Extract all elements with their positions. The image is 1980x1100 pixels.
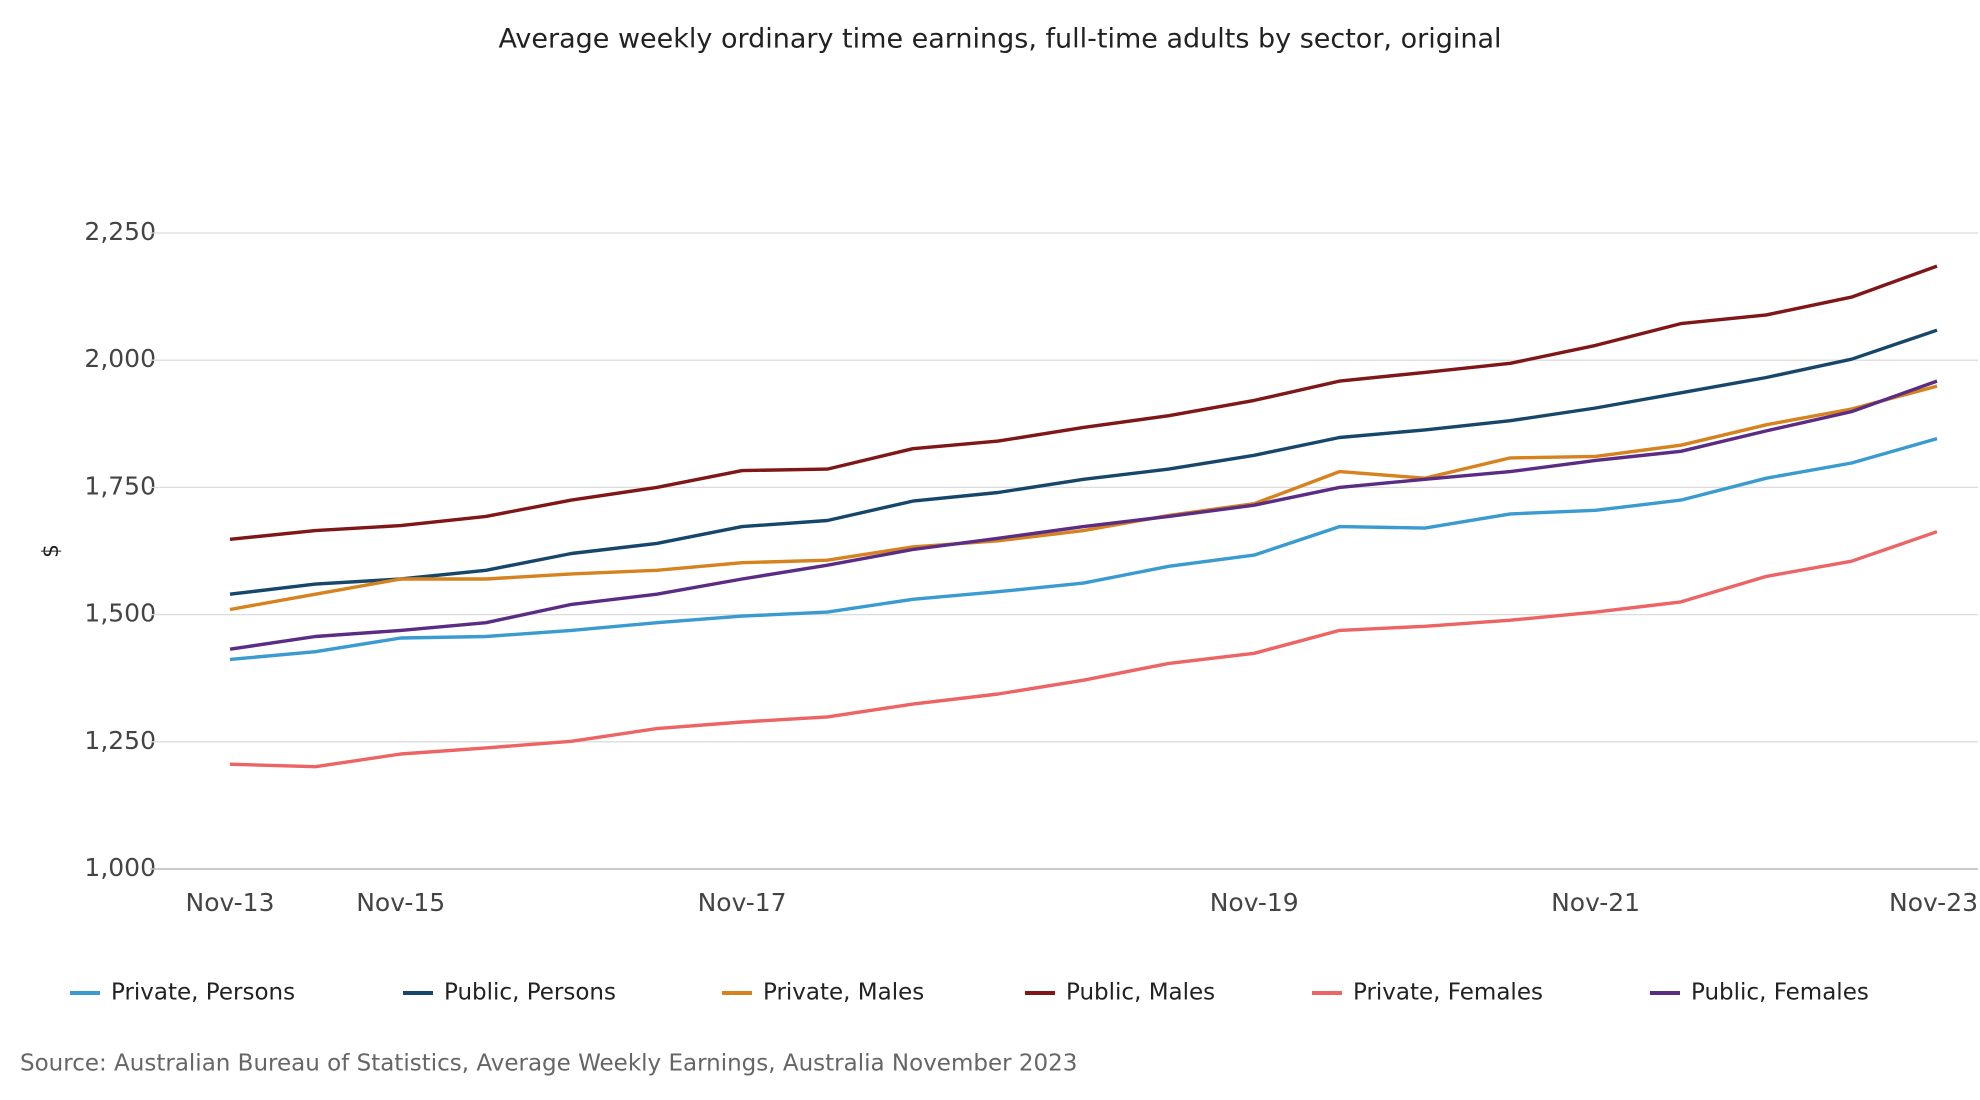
- x-tick-label: Nov-21: [1551, 888, 1640, 917]
- x-tick-label: Nov-17: [698, 888, 787, 917]
- legend-label: Private, Females: [1353, 980, 1543, 1006]
- legend-label: Public, Persons: [444, 980, 616, 1006]
- y-axis-label: $: [39, 544, 64, 558]
- y-tick-label: 2,250: [84, 217, 156, 246]
- x-tick-label: Nov-13: [186, 888, 275, 917]
- source-note: Source: Australian Bureau of Statistics,…: [20, 1051, 1077, 1077]
- chart-title: Average weekly ordinary time earnings, f…: [498, 24, 1501, 55]
- data-line: [229, 384, 1938, 612]
- y-tick-label: 2,000: [84, 344, 156, 373]
- y-tick-label: 1,750: [84, 471, 156, 500]
- legend-label: Private, Males: [763, 980, 924, 1006]
- x-tick-label: Nov-15: [356, 888, 445, 917]
- data-line: [229, 328, 1938, 596]
- legend-label: Public, Males: [1066, 980, 1215, 1006]
- x-tick-label: Nov-19: [1210, 888, 1299, 917]
- data-line: [229, 530, 1938, 769]
- x-tick-label: Nov-23: [1889, 888, 1978, 917]
- y-tick-label: 1,000: [84, 853, 156, 882]
- data-line: [229, 264, 1938, 541]
- data-line: [229, 436, 1938, 662]
- legend-label: Public, Females: [1691, 980, 1869, 1006]
- y-tick-label: 1,250: [84, 726, 156, 755]
- legend-label: Private, Persons: [111, 980, 295, 1006]
- y-tick-label: 1,500: [84, 599, 156, 628]
- data-line: [229, 379, 1938, 651]
